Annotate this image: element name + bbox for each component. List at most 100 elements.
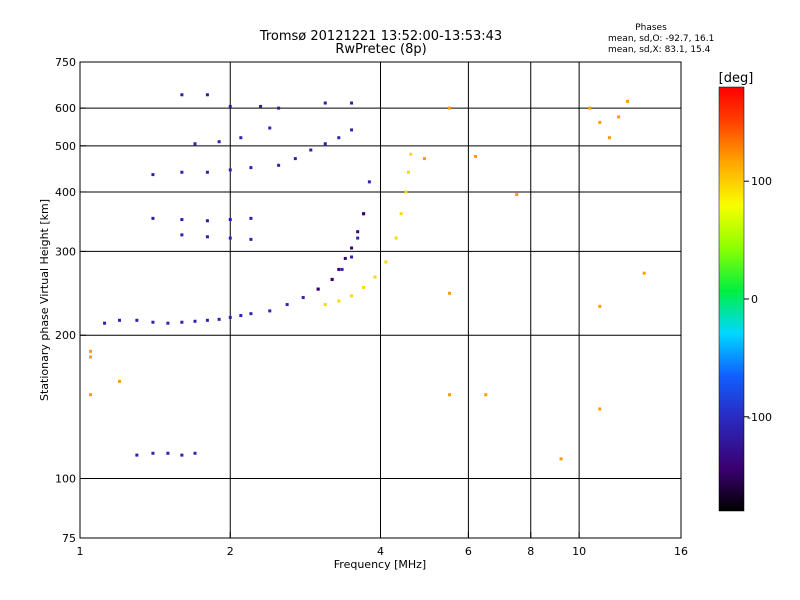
data-point bbox=[89, 349, 93, 353]
data-point bbox=[384, 260, 388, 264]
y-axis-ticks: 75 100 200 300 400 500 600 750 bbox=[55, 56, 86, 545]
chart-subtitle: RwPretec (8p) bbox=[335, 42, 426, 57]
y-tick-label: 200 bbox=[55, 329, 76, 342]
data-point bbox=[217, 317, 221, 321]
colorbar bbox=[718, 86, 745, 512]
data-point bbox=[323, 303, 327, 307]
y-tick-label: 500 bbox=[55, 140, 76, 153]
data-point bbox=[448, 393, 452, 397]
data-point bbox=[350, 246, 354, 250]
x-tick-label: 6 bbox=[465, 545, 472, 558]
colorbar-ticks: 100 0 -100 bbox=[744, 175, 772, 424]
data-point bbox=[249, 216, 253, 220]
data-point bbox=[135, 453, 139, 457]
data-point bbox=[448, 291, 452, 295]
y-tick-label: 75 bbox=[62, 532, 76, 545]
colorbar-tick-label: 0 bbox=[751, 293, 758, 306]
x-tick-label: 4 bbox=[377, 545, 384, 558]
data-point bbox=[588, 106, 592, 110]
data-point bbox=[103, 321, 107, 325]
data-point bbox=[180, 453, 184, 457]
data-point bbox=[205, 170, 209, 174]
data-point bbox=[301, 296, 305, 300]
stats-x-mode: mean, sd,X: 83.1, 15.4 bbox=[608, 45, 711, 55]
data-point bbox=[239, 136, 243, 140]
colorbar-tick-label: 100 bbox=[751, 175, 772, 188]
data-point bbox=[228, 315, 232, 319]
data-point bbox=[89, 355, 93, 359]
x-tick-label: 2 bbox=[227, 545, 234, 558]
data-point bbox=[598, 304, 602, 308]
data-point bbox=[598, 120, 602, 124]
y-axis-label: Stationary phase Virtual Height [km] bbox=[38, 199, 51, 401]
data-point bbox=[166, 321, 170, 325]
data-point bbox=[89, 393, 93, 397]
data-point bbox=[448, 106, 452, 110]
data-point bbox=[350, 101, 354, 105]
data-point bbox=[249, 166, 253, 170]
data-point bbox=[356, 236, 360, 240]
data-point bbox=[193, 319, 197, 323]
data-point bbox=[180, 320, 184, 324]
data-point bbox=[309, 148, 313, 152]
stats-o-mode: mean, sd,O: -92.7, 16.1 bbox=[608, 34, 714, 44]
data-point bbox=[180, 93, 184, 97]
data-point bbox=[166, 451, 170, 455]
data-point bbox=[337, 267, 341, 271]
data-point bbox=[362, 212, 366, 216]
data-point bbox=[340, 267, 344, 271]
data-point bbox=[268, 126, 272, 130]
stats-heading: Phases bbox=[635, 23, 667, 33]
data-point bbox=[228, 236, 232, 240]
data-point bbox=[350, 128, 354, 132]
data-point bbox=[277, 163, 281, 167]
colorbar-tick-label: -100 bbox=[747, 411, 772, 424]
data-point bbox=[404, 190, 408, 194]
data-point bbox=[337, 136, 341, 140]
data-point bbox=[180, 218, 184, 222]
data-point bbox=[277, 106, 281, 110]
data-point bbox=[642, 271, 646, 275]
data-point bbox=[406, 170, 410, 174]
colorbar-label: [deg] bbox=[719, 71, 754, 86]
data-point bbox=[193, 142, 197, 146]
data-point bbox=[323, 142, 327, 146]
data-point bbox=[409, 152, 413, 156]
data-point bbox=[394, 236, 398, 240]
data-point bbox=[285, 303, 289, 307]
x-tick-label: 1 bbox=[77, 545, 84, 558]
data-points bbox=[89, 93, 646, 461]
data-point bbox=[362, 285, 366, 289]
data-point bbox=[205, 318, 209, 322]
data-point bbox=[135, 318, 139, 322]
chart-title: Tromsø 20121221 13:52:00-13:53:43 bbox=[259, 29, 502, 44]
data-point bbox=[151, 451, 155, 455]
data-point bbox=[559, 457, 563, 461]
data-point bbox=[118, 318, 122, 322]
data-point bbox=[617, 115, 621, 119]
data-point bbox=[151, 216, 155, 220]
data-point bbox=[350, 255, 354, 259]
x-axis-ticks: 1 2 4 6 8 10 16 bbox=[77, 532, 688, 558]
data-point bbox=[228, 168, 232, 172]
grid-lines bbox=[80, 62, 681, 538]
data-point bbox=[625, 99, 629, 103]
data-point bbox=[249, 312, 253, 316]
data-point bbox=[607, 136, 611, 140]
data-point bbox=[484, 393, 488, 397]
data-point bbox=[337, 299, 341, 303]
data-point bbox=[205, 93, 209, 97]
data-point bbox=[293, 157, 297, 161]
data-point bbox=[259, 104, 263, 108]
data-point bbox=[343, 256, 347, 260]
data-point bbox=[330, 277, 334, 281]
x-tick-label: 16 bbox=[674, 545, 688, 558]
data-point bbox=[399, 212, 403, 216]
data-point bbox=[373, 275, 377, 279]
data-point bbox=[217, 140, 221, 144]
data-point bbox=[180, 233, 184, 237]
data-point bbox=[151, 320, 155, 324]
y-tick-label: 100 bbox=[55, 473, 76, 486]
data-point bbox=[205, 235, 209, 239]
